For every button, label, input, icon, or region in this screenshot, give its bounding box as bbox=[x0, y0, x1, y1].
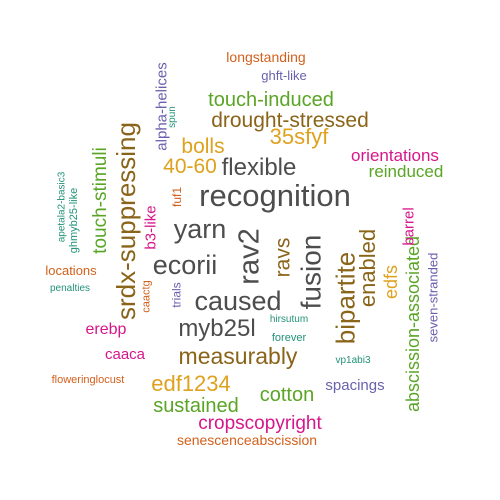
word-touch-stimuli: touch-stimuli bbox=[89, 146, 111, 254]
word-b3-like: b3-like bbox=[142, 204, 160, 250]
word-erebp: erebp bbox=[85, 321, 127, 338]
word-barrel: barrel bbox=[400, 206, 418, 246]
word-yarn: yarn bbox=[173, 213, 227, 244]
word-recognition: recognition bbox=[199, 177, 351, 213]
word-hirsutum: hirsutum bbox=[269, 314, 309, 325]
word-seven-stranded: seven-stranded bbox=[425, 252, 441, 342]
word-fusion: fusion bbox=[295, 234, 326, 310]
word-ghmyb25-like: ghmyb25-like bbox=[68, 187, 81, 253]
word-edfs: edfs bbox=[381, 264, 401, 300]
word-caactg: caactg bbox=[140, 279, 153, 313]
word-srdx-suppressing: srdx-suppressing bbox=[110, 122, 141, 320]
word-floweringlocust: floweringlocust bbox=[51, 373, 125, 386]
word-senescenceabscission: senescenceabscission bbox=[176, 432, 318, 448]
word-drought-stressed: drought-stressed bbox=[211, 108, 369, 132]
word-myb25l: myb25l bbox=[178, 315, 256, 342]
word-bolls: bolls bbox=[181, 134, 225, 158]
word-locations: locations bbox=[45, 262, 97, 278]
word-orientations: orientations bbox=[351, 145, 439, 165]
word-bipartite: bipartite bbox=[330, 251, 360, 345]
word-flexible: flexible bbox=[221, 154, 297, 181]
word-forever: forever bbox=[271, 331, 307, 344]
word-40-60: 40-60 bbox=[163, 154, 217, 178]
word-35sfyf: 35sfyf bbox=[269, 124, 329, 149]
word-caaca: caaca bbox=[104, 345, 146, 363]
word-cropscopyright: cropscopyright bbox=[198, 412, 322, 434]
word-spun: spun bbox=[167, 106, 178, 128]
word-cotton: cotton bbox=[259, 384, 315, 406]
word-ecorii: ecorii bbox=[152, 249, 218, 280]
word-measurably: measurably bbox=[178, 342, 298, 369]
word-reinduced: reinduced bbox=[368, 161, 444, 181]
word-touch-induced: touch-induced bbox=[208, 89, 334, 111]
word-ravs: ravs bbox=[271, 237, 295, 277]
word-ghft-like: ghft-like bbox=[261, 67, 307, 83]
word-sustained: sustained bbox=[153, 395, 239, 417]
word-longstanding: longstanding bbox=[226, 49, 306, 65]
word-spacings: spacings bbox=[325, 376, 385, 394]
word-rav2: rav2 bbox=[233, 227, 266, 285]
word-trials: trials bbox=[170, 282, 184, 308]
word-caused: caused bbox=[194, 285, 282, 316]
word-abscission-associated: abscission-associated bbox=[403, 235, 423, 413]
word-enabled: enabled bbox=[355, 228, 380, 308]
word-fuf1: fuf1 bbox=[169, 186, 184, 208]
word-apetala2-basic3: apetala2-basic3 bbox=[55, 171, 67, 243]
word-vp1abi3: vp1abi3 bbox=[335, 355, 371, 366]
word-edf1234: edf1234 bbox=[151, 371, 231, 396]
word-penalties: penalties bbox=[49, 283, 91, 294]
